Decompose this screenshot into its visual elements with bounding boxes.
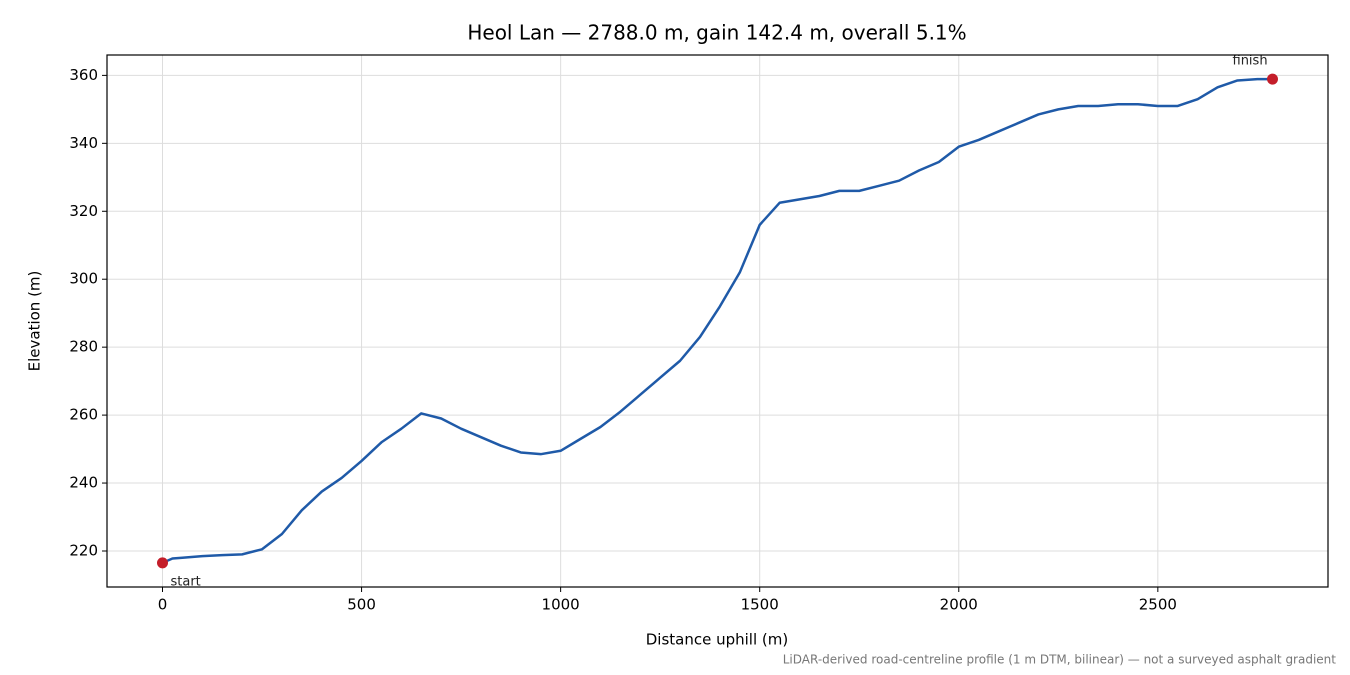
annotation: finish (1233, 54, 1268, 69)
x-tick-label: 2500 (1139, 596, 1177, 614)
annotation: start (171, 574, 201, 589)
y-tick-label: 260 (69, 406, 98, 424)
x-axis-label: Distance uphill (m) (646, 631, 788, 649)
x-tick-label: 1500 (741, 596, 779, 614)
line (161, 77, 1273, 565)
x-tick-label: 2000 (940, 596, 978, 614)
y-axis-label: Elevation (m) (26, 271, 44, 372)
endpoint-marker (157, 557, 168, 569)
y-tick-label: 360 (69, 66, 98, 84)
y-tick-label: 300 (69, 270, 98, 288)
x-tick-label: 0 (158, 596, 168, 614)
endpoint-marker (1267, 73, 1278, 85)
y-tick-label: 320 (69, 202, 98, 220)
chart-title: Heol Lan — 2788.0 m, gain 142.4 m, overa… (467, 21, 966, 45)
y-tick-label: 340 (69, 134, 98, 152)
footnote: LiDAR-derived road-centreline profile (1… (783, 653, 1337, 667)
y-tick-label: 240 (69, 474, 98, 492)
plot-frame (106, 54, 1329, 588)
x-tick-label: 500 (347, 596, 376, 614)
y-tick-label: 280 (69, 338, 98, 356)
y-tick-label: 220 (69, 541, 98, 559)
x-tick-label: 1000 (542, 596, 580, 614)
